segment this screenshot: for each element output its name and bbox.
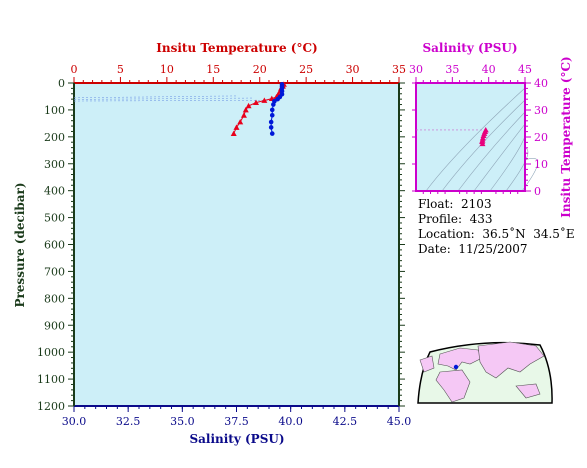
ts-top-axis-title: Salinity (PSU)	[422, 41, 517, 55]
left-axis-tick-label: 900	[44, 319, 65, 332]
bottom-axis-tick-label: 42.5	[333, 415, 358, 428]
temperature-point	[245, 102, 252, 109]
bottom-axis-tick-label: 45.0	[387, 415, 412, 428]
world-map	[417, 341, 553, 404]
float-label: Float: 2103	[418, 197, 492, 211]
left-axis-tick-label: 1000	[37, 346, 65, 359]
top-axis-tick-label: 20	[253, 63, 267, 76]
isopycnal-line	[473, 123, 526, 192]
left-axis-tick-label: 100	[44, 104, 65, 117]
left-axis-tick-label: 400	[44, 185, 65, 198]
location-label: Location: 36.5˚N 34.5˚E	[418, 227, 575, 241]
left-axis-tick-label: 700	[44, 265, 65, 278]
top-axis-tick-label: 25	[299, 63, 313, 76]
map-float-location	[453, 364, 459, 370]
top-axis-tick-label: 15	[206, 63, 220, 76]
ts-point	[479, 135, 486, 141]
profile-label: Profile: 433	[418, 212, 493, 226]
temperature-point	[261, 97, 268, 103]
left-axis-tick-label: 600	[44, 239, 65, 252]
ts-right-tick-label: 30	[534, 104, 548, 117]
isopycnal-line	[441, 99, 526, 192]
left-axis-tick-label: 1100	[37, 373, 65, 386]
top-axis-tick-label: 0	[71, 63, 78, 76]
ts-point	[479, 138, 486, 144]
connector-dash	[73, 95, 237, 99]
temperature-point	[253, 99, 259, 106]
left-axis-tick-label: 800	[44, 292, 65, 305]
salinity-point	[279, 88, 285, 94]
left-axis-tick-label: 0	[58, 77, 65, 90]
salinity-point	[269, 131, 275, 136]
salinity-point	[269, 113, 275, 118]
temperature-point	[233, 124, 240, 130]
ts-right-axis-title: Insitu Temperature (°C)	[559, 56, 573, 217]
salinity-point	[268, 119, 274, 125]
bottom-axis-tick-label: 37.5	[224, 415, 249, 428]
left-axis-title: Pressure (decibar)	[13, 182, 27, 307]
ts-right-tick-label: 10	[534, 158, 548, 171]
connector-dash	[73, 99, 270, 102]
left-axis-tick-label: 300	[44, 158, 65, 171]
ts-top-tick-label: 30	[409, 63, 423, 76]
ts-top-tick-label: 40	[482, 63, 496, 76]
ts-right-tick-label: 40	[534, 77, 548, 90]
map-land-africa	[435, 369, 471, 403]
map-land-europe	[437, 347, 483, 371]
salinity-point	[275, 96, 280, 102]
ts-data-marks	[416, 126, 489, 147]
isopycnal-line	[521, 158, 539, 192]
main-connector-lines	[73, 95, 270, 102]
left-axis-tick-label: 1200	[37, 400, 65, 413]
isopycnal-line	[425, 87, 526, 192]
connector-dash	[73, 97, 253, 100]
map-land-asia	[477, 341, 545, 379]
map-land-australia	[515, 383, 541, 399]
top-axis-title: Insitu Temperature (°C)	[156, 41, 317, 55]
bottom-axis-tick-label: 35.0	[170, 415, 195, 428]
ts-right-tick-label: 20	[534, 131, 548, 144]
left-axis-tick-label: 200	[44, 131, 65, 144]
isopycnal-line	[489, 135, 526, 192]
temperature-point	[242, 106, 249, 113]
ts-plot-area	[416, 83, 525, 191]
temperature-point	[240, 112, 247, 118]
map-land-west	[419, 355, 435, 373]
date-label: Date: 11/25/2007	[418, 242, 528, 256]
top-axis-tick-label: 30	[346, 63, 360, 76]
salinity-point	[269, 107, 275, 113]
salinity-point	[268, 125, 274, 130]
main-axis-ticks: 0 5 10 15 20 25 30 35 30.0 32.5 35.0 37.5 40.0 42.5 45…	[37, 63, 411, 428]
salinity-point	[271, 102, 276, 107]
temperature-point	[230, 130, 237, 137]
top-axis-tick-label: 35	[392, 63, 406, 76]
main-plot-area	[74, 83, 399, 406]
temperature-point	[237, 119, 244, 125]
main-data-marks	[230, 81, 287, 137]
top-axis-tick-label: 5	[117, 63, 124, 76]
bottom-axis-tick-label: 32.5	[116, 415, 141, 428]
top-axis-tick-label: 10	[160, 63, 174, 76]
bottom-axis-title: Salinity (PSU)	[189, 432, 284, 446]
ts-right-tick-label: 0	[534, 185, 541, 198]
bottom-axis-tick-label: 30.0	[62, 415, 87, 428]
ts-top-tick-label: 45	[518, 63, 532, 76]
ts-top-tick-label: 35	[445, 63, 459, 76]
left-axis-tick-label: 500	[44, 212, 65, 225]
bottom-axis-tick-label: 40.0	[278, 415, 303, 428]
isopycnal-line	[457, 111, 526, 192]
ts-point	[479, 140, 486, 147]
